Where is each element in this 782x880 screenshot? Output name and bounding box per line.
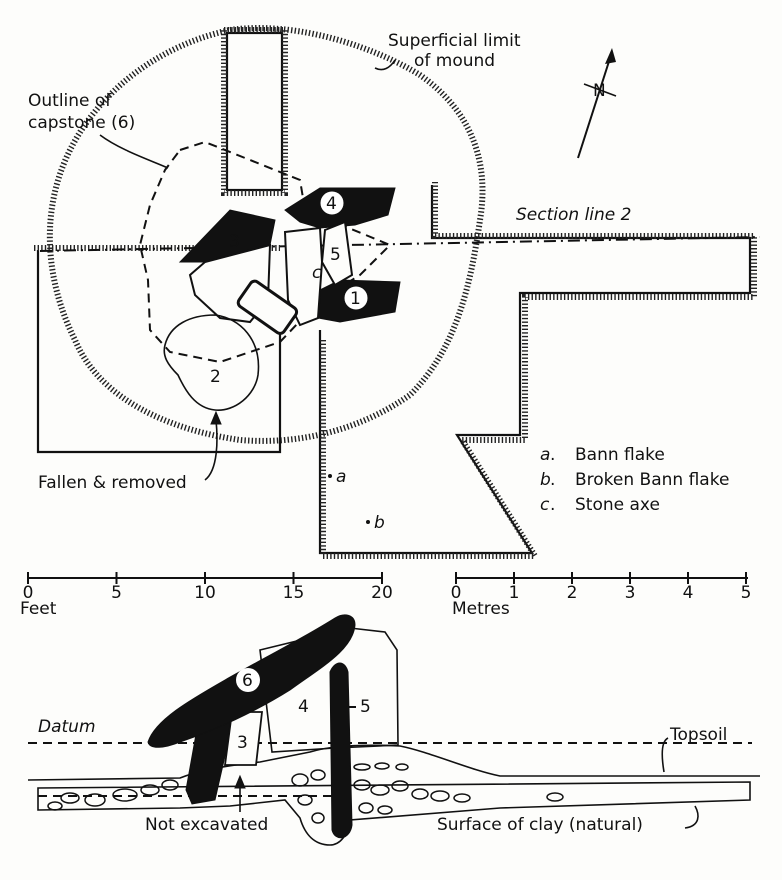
section-capstone-number: 6 [242, 671, 253, 691]
feet-tick-label: 5 [111, 583, 122, 603]
stone-c-block [283, 226, 324, 327]
section-line [39, 236, 761, 252]
metres-tick-label: 4 [683, 583, 694, 603]
stone-3-number: 3 [229, 232, 240, 252]
stone-4-number: 4 [326, 194, 337, 214]
fallen-pointer [204, 419, 218, 481]
rubble [47, 762, 564, 824]
east-trench-stipple [320, 182, 757, 559]
metres-label: Metres [452, 599, 510, 619]
fallen-arrow [210, 410, 222, 425]
find-a-mark: a [336, 467, 346, 487]
find-a-dot [328, 474, 332, 478]
metres-scale: 0 1 2 3 4 5 Metres [451, 572, 752, 619]
topsoil-pointer [661, 737, 669, 773]
find-b-mark: b [374, 513, 385, 533]
stone-4-circle [320, 191, 344, 215]
feet-tick-label: 10 [194, 583, 216, 603]
broken-stone [236, 279, 299, 335]
key-a-text: Bann flake [575, 445, 665, 465]
stone-1-number: 1 [350, 289, 361, 309]
feet-scale: 0 5 10 15 20 Feet [20, 572, 393, 619]
section-stone-4-outline [259, 627, 399, 753]
topsoil-label: Topsoil [669, 725, 727, 745]
key-b-dot: . [550, 470, 555, 490]
feet-tick-label: 15 [283, 583, 305, 603]
clay-pointer [684, 805, 699, 829]
section-view: Datum 6 3 4 5 [27, 614, 760, 846]
stone-2 [163, 314, 260, 411]
metres-tick-label: 2 [567, 583, 578, 603]
section-capstone-circle [236, 668, 260, 692]
fallen-label: Fallen & removed [38, 473, 187, 493]
west-trench [36, 250, 282, 454]
feet-tick-label: 0 [23, 583, 34, 603]
ground-surface [27, 744, 760, 781]
capstone-pointer [99, 134, 169, 169]
key-a-letter: a [540, 445, 550, 465]
stone-1-circle [344, 286, 368, 310]
key-c-letter: c [540, 495, 550, 515]
datum-label: Datum [38, 717, 96, 737]
key-a-dot: . [550, 445, 555, 465]
key-b-text: Broken Bann flake [575, 470, 729, 490]
section-stone-3-number: 3 [237, 733, 248, 753]
metres-tick-label: 3 [625, 583, 636, 603]
section-line-label: Section line 2 [516, 205, 631, 225]
north-trench [225, 31, 284, 192]
feet-tick-label: 20 [371, 583, 393, 603]
capstone-label-1: Outline of [28, 91, 112, 111]
north-trench-stipple [221, 27, 288, 196]
not-excavated-arrowhead [234, 774, 246, 789]
mound-label-1: Superficial limit [388, 31, 521, 51]
stone-5-number: 5 [330, 245, 341, 265]
clay-surface [37, 781, 751, 846]
capstone-label-2: capstone (6) [28, 113, 135, 133]
east-trench [318, 185, 752, 555]
key-b-letter: b [540, 470, 551, 490]
mound-pointer [374, 59, 396, 71]
key-c-dot: . [550, 495, 555, 515]
metres-tick-label: 1 [509, 583, 520, 603]
metres-tick-label: 5 [741, 583, 752, 603]
section-stone-4-number: 4 [298, 697, 309, 717]
feet-label: Feet [20, 599, 57, 619]
find-b-dot [366, 520, 370, 524]
section-stone-5-number: 5 [360, 697, 371, 717]
key-c-text: Stone axe [575, 495, 660, 515]
stone-2-number: 2 [210, 367, 221, 387]
finds-key: a . Bann flake b . Broken Bann flake c .… [540, 445, 729, 515]
metres-tick-label: 0 [451, 583, 462, 603]
plan-view: N 4 1 3 5 2 c a b Superficial limit of m… [28, 25, 761, 559]
north-arrow [577, 48, 617, 159]
capstone-outline [138, 140, 392, 364]
north-label: N [593, 81, 606, 101]
mound-label-2: of mound [414, 51, 495, 71]
clay-label: Surface of clay (natural) [437, 815, 643, 835]
section-stone-5 [329, 662, 353, 839]
find-c-mark: c [312, 263, 322, 283]
not-excavated-label: Not excavated [145, 815, 268, 835]
